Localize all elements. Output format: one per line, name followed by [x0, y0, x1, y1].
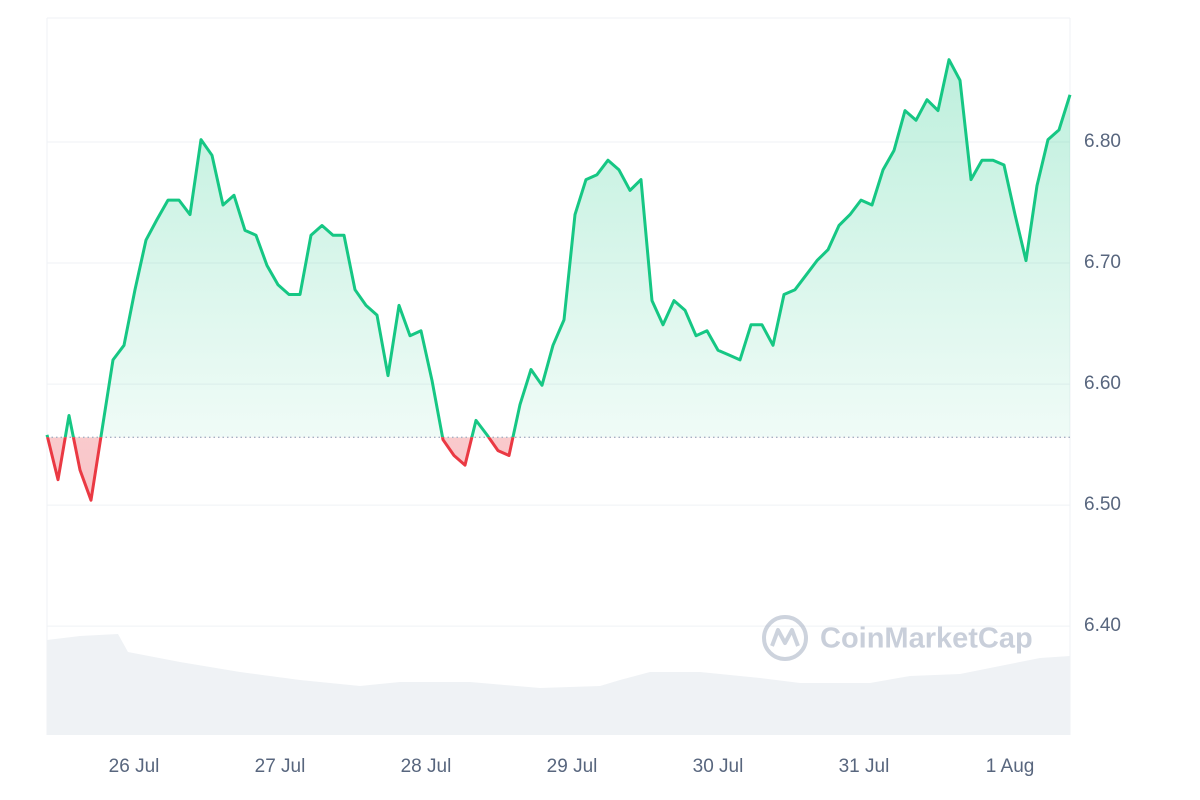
- y-tick-label: 6.70: [1084, 252, 1121, 273]
- y-tick-label: 6.40: [1084, 615, 1121, 636]
- watermark: CoinMarketCap: [820, 623, 1033, 655]
- area-up: [47, 59, 1070, 438]
- y-tick-label: 6.80: [1084, 131, 1121, 152]
- x-tick-label: 30 Jul: [693, 756, 744, 777]
- y-tick-label: 6.50: [1084, 494, 1121, 515]
- x-tick-label: 27 Jul: [255, 756, 306, 777]
- x-tick-label: 1 Aug: [986, 756, 1035, 777]
- y-tick-label: 6.60: [1084, 373, 1121, 394]
- volume-area: [47, 634, 1070, 735]
- price-line-up: [45, 58, 1072, 438]
- x-tick-label: 28 Jul: [401, 756, 452, 777]
- x-tick-label: 29 Jul: [547, 756, 598, 777]
- x-tick-label: 26 Jul: [109, 756, 160, 777]
- watermark-logo: [762, 615, 808, 661]
- x-tick-label: 31 Jul: [839, 756, 890, 777]
